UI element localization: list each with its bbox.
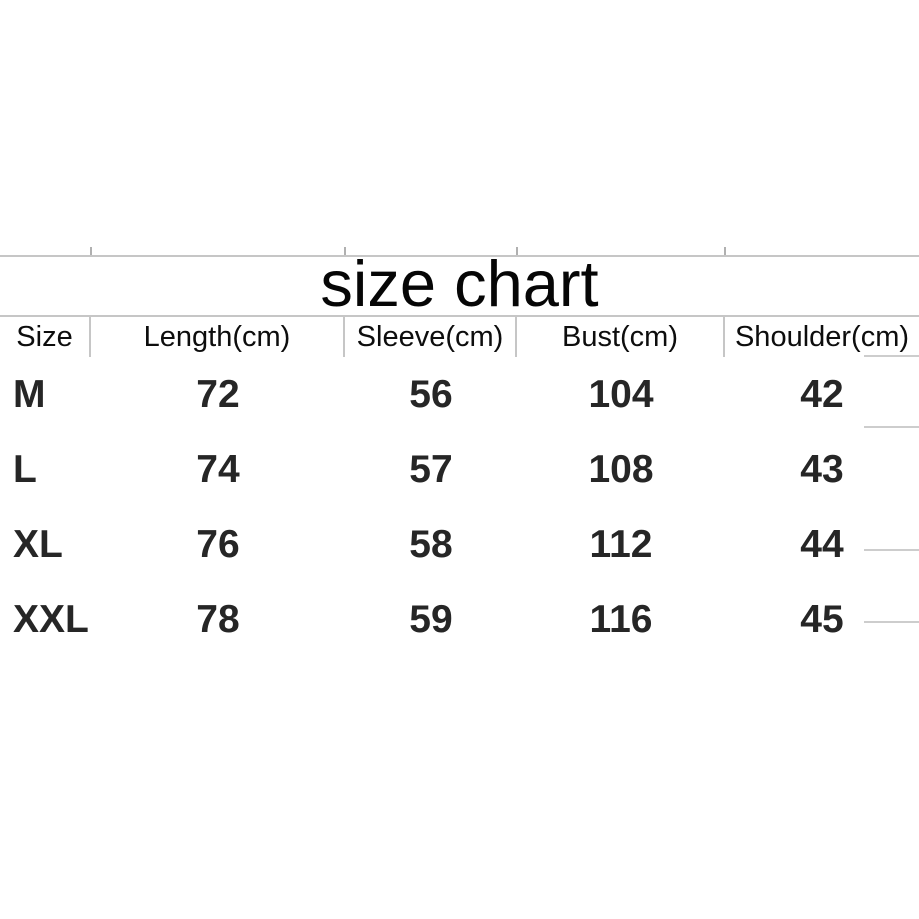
header-cell-size: Size	[0, 317, 91, 357]
measurement-value: 76	[196, 522, 240, 566]
measurement-value: 43	[800, 447, 844, 491]
size-label: M	[13, 372, 46, 416]
table-row-size-xxl: XXL 78 59 116 45	[0, 582, 919, 657]
measurement-value: 108	[588, 447, 654, 491]
size-label: L	[13, 447, 37, 491]
column-tick	[344, 247, 346, 255]
right-edge-line-stub	[864, 621, 919, 623]
measurement-value: 78	[196, 597, 240, 641]
right-edge-line-stub	[864, 426, 919, 428]
right-edge-line-stub	[864, 355, 919, 357]
measurement-value: 44	[800, 522, 844, 566]
header-cell-shoulder-cm: Shoulder(cm)	[734, 320, 910, 353]
measurement-value: 72	[196, 372, 240, 416]
table-row-size-xl: XL 76 58 112 44	[0, 507, 919, 582]
size-label: XXL	[13, 597, 89, 641]
measurement-value: 112	[589, 522, 653, 566]
size-label: XL	[13, 522, 63, 566]
measurement-value: 57	[409, 447, 453, 491]
header-top-line	[0, 315, 919, 317]
table-header-row: Size Length(cm) Sleeve(cm) Bust(cm) Shoulder…	[0, 317, 919, 357]
table-row-size-m: M 72 56 104 42	[0, 357, 919, 432]
header-cell-bust-cm: Bust(cm)	[517, 317, 725, 357]
measurement-value: 116	[589, 597, 653, 641]
measurement-value: 58	[409, 522, 453, 566]
column-tick	[724, 247, 726, 255]
measurement-value: 59	[409, 597, 453, 641]
measurement-value: 74	[196, 447, 240, 491]
table-body: M 72 56 104 42 L 74 57 108 43 XL 76 58 112 44 XXL 78 59 11…	[0, 357, 919, 657]
measurement-value: 42	[800, 372, 844, 416]
column-tick	[90, 247, 92, 255]
measurement-value: 104	[588, 372, 654, 416]
measurement-value: 45	[800, 597, 844, 641]
chart-title: size chart	[320, 247, 599, 320]
right-edge-line-stub	[864, 549, 919, 551]
header-cell-length-cm: Length(cm)	[91, 317, 345, 357]
column-tick	[516, 247, 518, 255]
table-row-size-l: L 74 57 108 43	[0, 432, 919, 507]
header-cell-sleeve-cm: Sleeve(cm)	[345, 317, 517, 357]
measurement-value: 56	[409, 372, 453, 416]
top-grid-line	[0, 255, 919, 257]
